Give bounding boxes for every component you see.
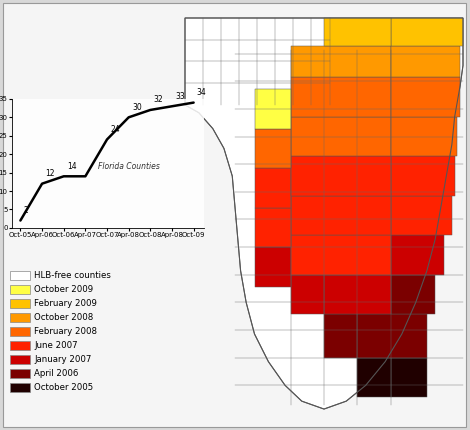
Polygon shape bbox=[290, 46, 391, 77]
Bar bbox=[10, 383, 30, 391]
Text: October 2008: October 2008 bbox=[34, 313, 93, 322]
Polygon shape bbox=[254, 168, 290, 208]
Polygon shape bbox=[391, 275, 435, 314]
Bar bbox=[10, 270, 30, 280]
Polygon shape bbox=[290, 77, 391, 117]
Bar bbox=[10, 298, 30, 307]
Bar bbox=[10, 313, 30, 322]
Polygon shape bbox=[290, 196, 391, 235]
Text: 33: 33 bbox=[175, 92, 185, 101]
Polygon shape bbox=[290, 156, 391, 196]
Polygon shape bbox=[324, 275, 391, 314]
Polygon shape bbox=[324, 18, 391, 46]
Text: 34: 34 bbox=[197, 88, 207, 97]
Bar bbox=[10, 341, 30, 350]
Polygon shape bbox=[391, 358, 427, 397]
Text: 32: 32 bbox=[154, 95, 163, 104]
Polygon shape bbox=[391, 18, 463, 46]
Polygon shape bbox=[391, 196, 452, 235]
Text: 2: 2 bbox=[24, 206, 28, 215]
Polygon shape bbox=[391, 156, 454, 196]
Bar bbox=[10, 369, 30, 378]
Polygon shape bbox=[254, 129, 290, 168]
Text: January 2007: January 2007 bbox=[34, 354, 91, 363]
Polygon shape bbox=[324, 314, 357, 358]
Text: April 2006: April 2006 bbox=[34, 369, 78, 378]
Polygon shape bbox=[357, 314, 427, 358]
Polygon shape bbox=[391, 46, 460, 77]
Polygon shape bbox=[290, 235, 391, 275]
Polygon shape bbox=[185, 18, 463, 409]
Polygon shape bbox=[254, 89, 290, 129]
Polygon shape bbox=[357, 358, 391, 397]
Text: February 2009: February 2009 bbox=[34, 298, 97, 307]
Text: 14: 14 bbox=[67, 162, 77, 171]
Polygon shape bbox=[254, 247, 290, 287]
Text: 12: 12 bbox=[45, 169, 55, 178]
Text: 30: 30 bbox=[132, 103, 141, 112]
Text: October 2005: October 2005 bbox=[34, 383, 93, 391]
Bar bbox=[10, 285, 30, 294]
Bar bbox=[10, 326, 30, 335]
Text: 24: 24 bbox=[110, 125, 120, 134]
Text: HLB-free counties: HLB-free counties bbox=[34, 270, 111, 280]
Text: October 2009: October 2009 bbox=[34, 285, 93, 294]
Polygon shape bbox=[290, 117, 391, 156]
Polygon shape bbox=[290, 275, 324, 314]
Bar bbox=[10, 354, 30, 363]
Text: February 2008: February 2008 bbox=[34, 326, 97, 335]
Polygon shape bbox=[391, 77, 460, 117]
Polygon shape bbox=[391, 235, 444, 275]
Text: June 2007: June 2007 bbox=[34, 341, 78, 350]
Text: Florida Counties: Florida Counties bbox=[98, 162, 160, 171]
Polygon shape bbox=[391, 117, 457, 156]
Polygon shape bbox=[254, 208, 290, 247]
